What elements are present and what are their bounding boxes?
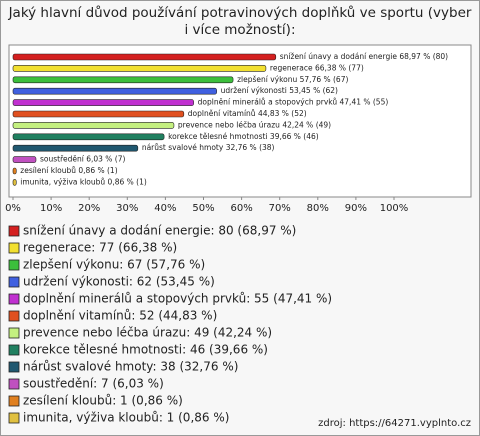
legend-swatch <box>8 344 20 356</box>
legend-entry: prevence nebo léčba úrazu: 49 (42,24 %) <box>23 326 272 340</box>
bar-label: doplnění vitamínů 44,83 % (52) <box>188 109 307 118</box>
value-label: 66,38 % (77) <box>315 63 364 72</box>
bar-label: nárůst svalové hmoty 32,76 % (38) <box>142 143 275 152</box>
x-tick-label: 20% <box>78 203 100 214</box>
legend-entry: zesílení kloubů: 1 (0,86 %) <box>23 394 183 408</box>
legend-swatch <box>8 310 20 322</box>
legend-entry: udržení výkonosti: 62 (53,45 %) <box>23 275 215 289</box>
value-label: 32,76 % (38) <box>226 143 275 152</box>
legend-entry: doplnění vitamínů: 52 (44,83 %) <box>23 309 217 323</box>
bar-label: zesílení kloubů 0,86 % (1) <box>20 166 117 175</box>
legend-swatch <box>8 276 20 288</box>
legend-swatch <box>8 361 20 373</box>
bar-label-name: doplnění minerálů a stopových prvků <box>198 98 338 107</box>
bar <box>12 144 139 152</box>
bar <box>12 110 185 118</box>
bar-label: prevence nebo léčba úrazu 42,24 % (49) <box>178 120 331 129</box>
bar-label-name: snížení únavy a dodání energie <box>280 52 398 61</box>
bar-label-name: korekce tělesné hmotnosti <box>168 132 267 141</box>
legend-swatch <box>8 395 20 407</box>
bar-label: korekce tělesné hmotnosti 39,66 % (46) <box>168 132 319 141</box>
legend-entry: regenerace: 77 (66,38 %) <box>23 241 177 255</box>
legend-swatch <box>8 327 20 339</box>
value-label: 39,66 % (46) <box>270 132 319 141</box>
value-label: 68,97 % (80) <box>399 52 448 61</box>
bar-label: regenerace 66,38 % (77) <box>270 63 364 72</box>
legend-entry: korekce tělesné hmotnosti: 46 (39,66 %) <box>23 343 268 357</box>
legend-swatch <box>8 242 20 254</box>
bar-label-name: zlepšení výkonu <box>237 75 297 84</box>
bar <box>12 76 234 84</box>
x-tick-label: 0% <box>5 203 21 214</box>
legend-swatch <box>8 225 20 237</box>
bar-label-name: prevence nebo léčba úrazu <box>178 120 280 129</box>
bar-label-name: zesílení kloubů <box>20 166 76 175</box>
bar-label-name: regenerace <box>270 63 313 72</box>
x-tick-label: 40% <box>154 203 176 214</box>
bar-label-name: soustředění <box>40 155 85 164</box>
bar <box>12 53 277 61</box>
source: zdroj: https://64271.vyplnto.cz <box>318 418 471 429</box>
legend-entry: snížení únavy a dodání energie: 80 (68,9… <box>23 224 296 238</box>
x-tick-label: 70% <box>269 203 291 214</box>
bar-label: snížení únavy a dodání energie 68,97 % (… <box>280 52 448 61</box>
value-label: 44,83 % (52) <box>258 109 307 118</box>
value-label: 53,45 % (62) <box>289 86 338 95</box>
bar-label: soustředění 6,03 % (7) <box>40 155 126 164</box>
x-tick-label: 100% <box>380 203 409 214</box>
value-label: 6,03 % (7) <box>86 155 125 164</box>
bar-label: udržení výkonosti 53,45 % (62) <box>221 86 338 95</box>
bar-label: imunita, výživa kloubů 0,86 % (1) <box>20 177 147 186</box>
bar <box>12 167 17 175</box>
bar <box>12 156 37 163</box>
bar-label-name: udržení výkonosti <box>221 86 287 95</box>
bar <box>12 99 194 106</box>
value-label: 57,76 % (67) <box>300 75 349 84</box>
bar <box>12 133 165 141</box>
bar-label-name: doplnění vitamínů <box>188 109 256 118</box>
bar-label-name: nárůst svalové hmoty <box>142 143 224 152</box>
bar <box>12 65 267 72</box>
legend-swatch <box>8 378 20 390</box>
value-label: 47,41 % (55) <box>340 98 389 107</box>
legend-entry: doplnění minerálů a stopových prvků: 55 … <box>23 292 332 306</box>
x-tick-label: 30% <box>116 203 138 214</box>
bar-label: doplnění minerálů a stopových prvků 47,4… <box>198 98 389 107</box>
legend-swatch <box>8 293 20 305</box>
value-label: 42,24 % (49) <box>282 120 331 129</box>
x-tick-label: 80% <box>307 203 329 214</box>
legend-entry: nárůst svalové hmoty: 38 (32,76 %) <box>23 360 238 374</box>
bar-label-name: imunita, výživa kloubů <box>20 177 105 186</box>
legend-entry: soustředění: 7 (6,03 %) <box>23 377 164 391</box>
x-tick-label: 50% <box>192 203 214 214</box>
legend-swatch <box>8 412 20 424</box>
legend-swatch <box>8 259 20 271</box>
chart-title: Jaký hlavní důvod používání potravinovýc… <box>8 5 472 38</box>
value-label: 0,86 % (1) <box>78 166 117 175</box>
legend-entry: imunita, výživa kloubů: 1 (0,86 %) <box>23 411 229 425</box>
legend-entry: zlepšení výkonu: 67 (57,76 %) <box>23 258 205 272</box>
x-tick-label: 60% <box>230 203 252 214</box>
bar <box>12 87 217 95</box>
bar <box>12 179 17 186</box>
bar <box>12 122 175 129</box>
x-tick-label: 10% <box>40 203 62 214</box>
x-tick-label: 90% <box>345 203 367 214</box>
value-label: 0,86 % (1) <box>108 177 147 186</box>
bar-label: zlepšení výkonu 57,76 % (67) <box>237 75 348 84</box>
